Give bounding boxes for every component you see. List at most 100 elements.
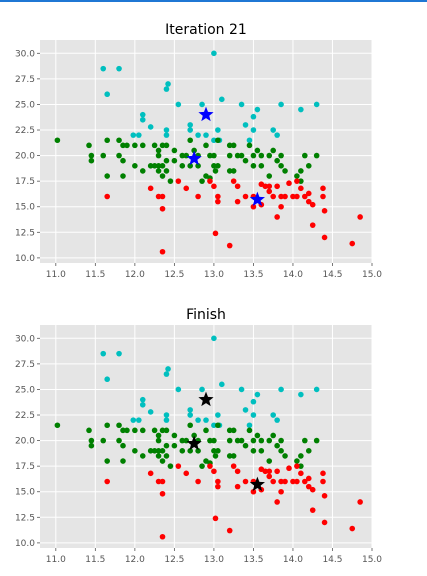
data-point-cyan <box>136 417 142 423</box>
data-point-green <box>151 448 158 454</box>
data-point-green <box>294 458 300 464</box>
y-tick-label: 15.0 <box>15 488 35 498</box>
data-point-red <box>215 478 221 485</box>
data-point-cyan <box>274 417 280 423</box>
data-point-cyan <box>147 124 154 130</box>
data-point-green <box>163 142 170 149</box>
data-point-cyan <box>238 101 245 108</box>
data-point-red <box>195 193 201 200</box>
data-point-green <box>226 453 233 459</box>
data-point-red <box>278 203 284 210</box>
x-tick-label: 12.5 <box>164 270 184 280</box>
data-point-red <box>211 183 217 190</box>
data-point-red <box>183 185 190 192</box>
data-point-red <box>159 478 166 485</box>
data-point-cyan <box>254 391 261 398</box>
data-point-green <box>139 453 146 459</box>
data-point-red <box>320 185 326 192</box>
data-point-green <box>230 453 237 459</box>
y-tick-label: 10.0 <box>15 539 35 549</box>
data-point-red <box>270 478 276 485</box>
data-point-cyan <box>195 132 201 138</box>
data-point-red <box>242 193 249 200</box>
data-point-green <box>120 458 126 464</box>
centroid-star-2 <box>186 435 202 451</box>
x-tick-label: 13.0 <box>204 270 224 280</box>
data-point-green <box>163 453 170 459</box>
data-point-cyan <box>116 65 122 72</box>
data-point-red <box>147 185 154 192</box>
data-point-cyan <box>187 122 193 128</box>
data-point-green <box>120 173 126 179</box>
data-point-red <box>302 193 308 200</box>
chart-title: Finish <box>186 307 226 323</box>
data-point-green <box>274 157 280 164</box>
data-point-green <box>302 437 308 444</box>
data-point-cyan <box>187 407 193 413</box>
data-point-red <box>282 478 288 485</box>
data-point-cyan <box>139 111 146 118</box>
data-point-green <box>159 458 166 464</box>
data-point-green <box>139 142 146 149</box>
data-point-red <box>320 478 326 485</box>
data-point-cyan <box>313 386 320 393</box>
data-point-green <box>132 142 138 149</box>
data-point-cyan <box>242 407 249 413</box>
data-point-green <box>163 442 170 449</box>
data-point-green <box>203 142 209 149</box>
data-point-cyan <box>100 350 107 357</box>
data-point-green <box>226 152 233 159</box>
data-point-green <box>226 427 233 434</box>
data-point-cyan <box>246 422 253 429</box>
data-point-cyan <box>211 422 217 429</box>
data-point-green <box>298 178 304 184</box>
x-tick-label: 14.0 <box>283 270 303 280</box>
y-tick-label: 17.5 <box>15 462 35 472</box>
data-point-red <box>266 188 273 195</box>
data-point-green <box>155 453 162 459</box>
chart-panel-2: 11.0 11.5 12.0 12.5 13.0 13.5 14.0 14.5 15.0 10.0… <box>15 307 382 565</box>
data-point-green <box>234 437 241 444</box>
data-point-green <box>132 427 138 434</box>
data-point-cyan <box>199 101 205 108</box>
data-point-green <box>147 163 154 169</box>
data-point-cyan <box>203 132 209 138</box>
data-point-green <box>215 163 221 169</box>
data-point-cyan <box>203 417 209 423</box>
data-point-green <box>179 437 186 444</box>
data-point-green <box>195 163 201 169</box>
y-tick-label: 15.0 <box>15 203 35 213</box>
data-point-red <box>282 193 288 200</box>
data-point-green <box>274 442 280 449</box>
data-point-green <box>254 432 261 439</box>
data-point-green <box>266 152 273 159</box>
data-point-green <box>171 147 178 154</box>
data-point-cyan <box>163 417 170 423</box>
data-point-red <box>357 214 363 220</box>
data-point-red <box>183 470 190 477</box>
data-point-green <box>132 163 138 169</box>
data-point-red <box>211 468 217 475</box>
data-point-cyan <box>139 396 146 403</box>
data-point-red <box>294 178 300 184</box>
data-point-cyan <box>298 106 304 113</box>
chart-title: Iteration 21 <box>165 22 247 38</box>
data-point-cyan <box>215 412 221 418</box>
data-point-green <box>230 142 237 149</box>
data-point-red <box>320 470 326 477</box>
data-point-green <box>199 463 205 469</box>
data-point-green <box>250 152 257 159</box>
data-point-green <box>238 152 245 159</box>
data-point-green <box>104 458 110 464</box>
data-point-green <box>313 152 320 159</box>
data-point-red <box>357 499 363 505</box>
y-tick-label: 10.0 <box>15 254 35 264</box>
data-point-red <box>349 525 356 532</box>
data-point-green <box>195 448 201 454</box>
data-point-green <box>298 463 304 469</box>
data-point-red <box>274 468 280 475</box>
data-point-green <box>116 437 122 444</box>
data-point-green <box>88 442 95 449</box>
data-point-red <box>195 478 201 485</box>
data-point-green <box>250 437 257 444</box>
